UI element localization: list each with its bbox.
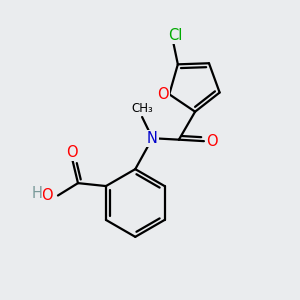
Text: N: N bbox=[147, 131, 158, 146]
Text: O: O bbox=[157, 87, 169, 102]
Text: O: O bbox=[41, 188, 52, 203]
Text: Cl: Cl bbox=[168, 28, 182, 43]
Text: H: H bbox=[31, 186, 42, 201]
Text: CH₃: CH₃ bbox=[131, 102, 153, 115]
Text: O: O bbox=[66, 145, 78, 160]
Text: O: O bbox=[206, 134, 218, 149]
